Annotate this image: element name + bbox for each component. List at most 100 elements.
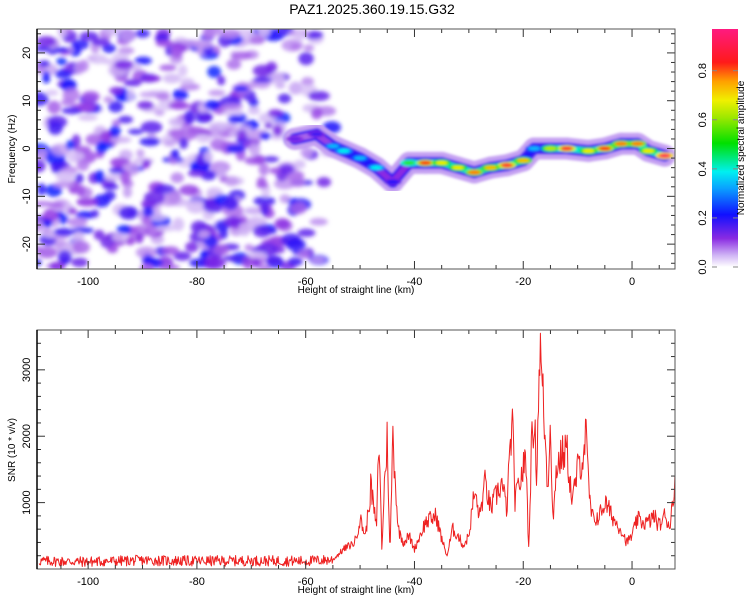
noise-blob <box>76 197 98 207</box>
noise-blob <box>173 251 192 261</box>
noise-blob <box>159 64 177 72</box>
y-tick-label: 1000 <box>21 490 33 514</box>
noise-blob <box>170 172 185 184</box>
noise-blob <box>93 194 111 208</box>
figure-title: PAZ1.2025.360.19.15.G32 <box>289 1 455 17</box>
snr-plot-area <box>37 330 675 569</box>
noise-blob <box>215 165 227 178</box>
noise-blob <box>102 43 117 54</box>
noise-blob <box>55 170 76 182</box>
noise-blob <box>290 177 306 188</box>
noise-blob <box>260 203 270 216</box>
noise-blob <box>100 235 114 249</box>
noise-blob <box>184 110 195 125</box>
noise-blob <box>204 256 226 269</box>
noise-blob <box>141 75 162 82</box>
x-tick-label: -60 <box>298 276 314 288</box>
noise-blob <box>290 42 301 51</box>
noise-blob <box>267 109 283 118</box>
ridge-peak <box>403 160 416 165</box>
noise-blob <box>70 257 89 268</box>
noise-blob <box>118 115 134 124</box>
noise-blob <box>37 92 49 106</box>
noise-blob <box>223 108 244 117</box>
noise-blob <box>172 132 194 143</box>
noise-blob <box>272 124 283 137</box>
noise-blob <box>225 144 246 154</box>
noise-blob <box>73 145 91 153</box>
noise-blob <box>293 159 306 169</box>
y-tick-label: -20 <box>21 236 33 252</box>
noise-blob <box>286 238 306 252</box>
noise-blob <box>67 217 88 227</box>
noise-blob <box>116 224 132 234</box>
snr-y-label: SNR (10 * v/v) <box>7 418 18 482</box>
noise-blob <box>168 117 184 127</box>
noise-blob <box>75 211 95 220</box>
noise-blob <box>179 184 199 196</box>
snr-x-label: Height of straight line (km) <box>298 585 415 596</box>
ridge-peak <box>310 132 323 137</box>
noise-blob <box>223 216 242 227</box>
x-tick-label: -80 <box>189 576 205 588</box>
noise-blob <box>210 126 221 139</box>
noise-blob <box>162 246 180 256</box>
noise-blob <box>178 137 189 150</box>
colorbar-tick-label: 0.2 <box>697 210 709 225</box>
noise-blob <box>85 134 101 146</box>
noise-blob <box>166 191 182 205</box>
noise-blob <box>172 88 189 101</box>
ridge-peak <box>528 146 541 151</box>
noise-blob <box>277 93 292 104</box>
noise-blob <box>155 225 177 232</box>
noise-blob <box>136 148 145 158</box>
noise-blob <box>189 258 210 268</box>
noise-blob <box>57 250 72 264</box>
noise-blob <box>308 90 330 101</box>
noise-blob <box>155 92 171 101</box>
y-tick-label: 20 <box>21 47 33 59</box>
noise-blob <box>72 240 91 254</box>
x-tick-label: -40 <box>407 576 423 588</box>
noise-blob <box>47 100 61 114</box>
noise-blob <box>227 114 241 124</box>
noise-blob <box>170 148 180 160</box>
noise-blob <box>78 101 98 113</box>
noise-blob <box>111 233 129 242</box>
ridge-peak <box>326 144 339 149</box>
spectrogram-y-label: Frequency (Hz) <box>7 115 18 184</box>
noise-blob <box>298 52 314 66</box>
noise-blob <box>233 85 249 92</box>
noise-blob <box>81 90 100 103</box>
noise-blob <box>223 196 239 211</box>
noise-blob <box>57 213 69 225</box>
noise-blob <box>252 224 272 238</box>
noise-blob <box>122 186 133 198</box>
ridge-peak <box>631 141 644 146</box>
colorbar-tick-label: 0.6 <box>697 112 709 127</box>
spectrogram-noise-blobs <box>37 29 341 269</box>
noise-blob <box>149 214 167 222</box>
x-tick-label: -100 <box>77 576 99 588</box>
noise-blob <box>118 206 139 220</box>
noise-blob <box>142 159 152 167</box>
noise-blob <box>264 122 273 129</box>
snr-series-line <box>38 332 675 567</box>
ridge-peak <box>615 141 628 146</box>
noise-blob <box>207 65 222 78</box>
noise-blob <box>95 141 108 154</box>
noise-blob <box>47 202 64 209</box>
noise-blob <box>37 246 58 259</box>
noise-blob <box>220 29 241 40</box>
noise-blob <box>208 89 226 97</box>
noise-blob <box>258 162 270 176</box>
noise-blob <box>170 45 183 59</box>
y-tick-label: 2000 <box>21 424 33 448</box>
noise-blob <box>109 86 124 95</box>
noise-blob <box>108 100 124 113</box>
noise-blob <box>127 128 144 135</box>
colorbar-label: Normalized spectral amplitude <box>736 80 747 215</box>
ridge-peak <box>500 163 513 168</box>
ridge-peak <box>288 136 301 141</box>
noise-blob <box>67 207 77 215</box>
